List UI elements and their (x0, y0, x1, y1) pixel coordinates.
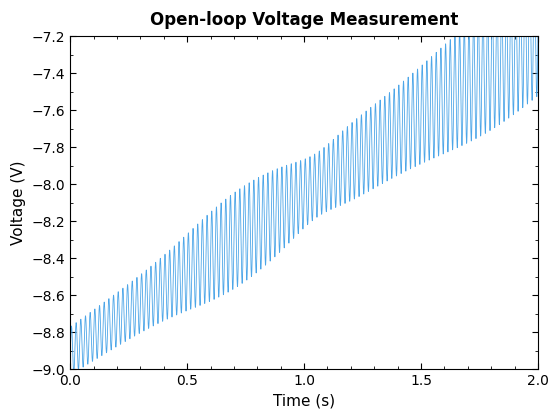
X-axis label: Time (s): Time (s) (273, 394, 335, 409)
Title: Open-loop Voltage Measurement: Open-loop Voltage Measurement (150, 11, 458, 29)
Y-axis label: Voltage (V): Voltage (V) (11, 160, 26, 245)
